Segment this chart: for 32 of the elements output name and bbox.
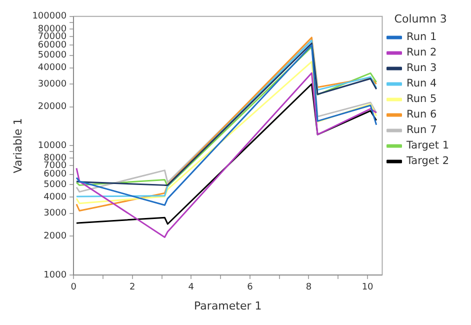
x-tick-label: 4 xyxy=(188,282,194,293)
legend-label: Target 2 xyxy=(406,155,450,168)
y-tick-label: 100000 xyxy=(32,12,67,22)
legend-label: Run 3 xyxy=(406,62,437,74)
x-tick-label: 6 xyxy=(247,282,254,293)
legend-label: Target 1 xyxy=(406,140,450,152)
y-tick-label: 50000 xyxy=(38,50,67,61)
legend-label: Run 7 xyxy=(406,124,437,136)
legend-label: Run 5 xyxy=(406,93,437,106)
y-tick-label: 1000 xyxy=(44,270,67,280)
legend-title: Column 3 xyxy=(394,12,447,26)
x-tick-label: 10 xyxy=(362,282,374,293)
legend-label: Run 6 xyxy=(406,108,437,121)
y-tick-label: 6000 xyxy=(44,170,67,180)
y-tick-label: 4000 xyxy=(44,192,67,202)
x-axis-title: Parameter 1 xyxy=(194,299,262,312)
legend-label: Run 4 xyxy=(406,78,437,90)
x-tick-label: 0 xyxy=(70,282,77,293)
y-tick-label: 70000 xyxy=(38,32,67,42)
y-tick-label: 5000 xyxy=(44,180,67,190)
legend-label: Run 2 xyxy=(406,46,437,59)
x-tick-label: 2 xyxy=(129,282,136,293)
y-tick-label: 3000 xyxy=(44,208,67,219)
legend-label: Run 1 xyxy=(406,31,437,44)
y-tick-label: 30000 xyxy=(38,79,67,90)
x-tick-label: 8 xyxy=(306,282,312,293)
y-tick-label: 60000 xyxy=(38,40,67,50)
y-tick-label: 2000 xyxy=(44,231,67,242)
y-tick-label: 10000 xyxy=(38,141,67,152)
y-tick-label: 40000 xyxy=(38,63,67,74)
y-axis-title: Variable 1 xyxy=(11,118,24,174)
y-tick-label: 20000 xyxy=(38,102,67,112)
